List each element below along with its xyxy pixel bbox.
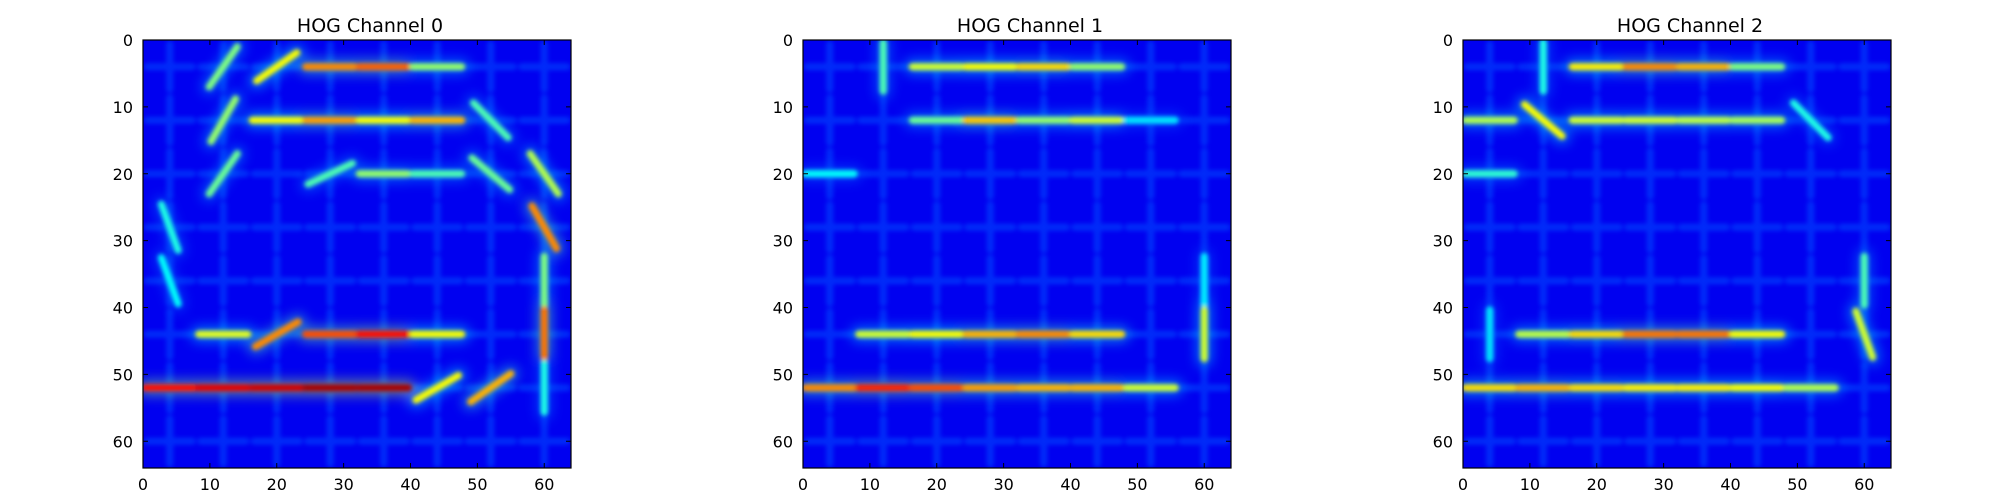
y-tick-label: 60	[773, 432, 793, 451]
x-tick-label: 40	[400, 475, 420, 494]
hog-gradient-stroke	[157, 254, 182, 308]
axes-frame	[142, 39, 572, 469]
hog-chart-channel-2: HOG Channel 2 0 10 20 30 40 50 60 0 10 20 30 40 50 60	[1433, 15, 1892, 494]
x-tick-label: 0	[1458, 475, 1468, 494]
heatmap-background	[143, 40, 571, 468]
y-tick-label: 60	[113, 432, 133, 451]
hog-gradient-stroke	[1520, 100, 1566, 140]
x-tick-label: 50	[467, 475, 487, 494]
chart-title: HOG Channel 0	[297, 15, 443, 37]
x-tick-label: 50	[1127, 475, 1147, 494]
y-tick-label: 20	[1433, 165, 1453, 184]
y-tick-label: 10	[113, 98, 133, 117]
y-tick-label: 10	[773, 98, 793, 117]
axes-frame	[802, 39, 1232, 469]
x-tick-label: 30	[333, 475, 353, 494]
x-tick-label: 10	[1520, 475, 1540, 494]
x-tick-label: 40	[1060, 475, 1080, 494]
y-tick-label: 30	[1433, 232, 1453, 251]
x-tick-label: 60	[1854, 475, 1874, 494]
y-tick-label: 50	[1433, 365, 1453, 384]
y-tick-label: 0	[783, 31, 793, 50]
y-tick-label: 20	[113, 165, 133, 184]
hog-gradient-stroke	[1789, 99, 1832, 142]
hog-gradient-stroke	[205, 43, 241, 91]
y-tick-label: 60	[1433, 432, 1453, 451]
y-tick-label: 10	[1433, 98, 1453, 117]
heatmap-plot-area	[1463, 40, 1891, 468]
y-tick-label: 40	[773, 299, 793, 318]
x-tick-label: 60	[534, 475, 554, 494]
x-tick-label: 20	[1587, 475, 1607, 494]
x-tick-label: 60	[1194, 475, 1214, 494]
heatmap-background	[803, 40, 1231, 468]
chart-title: HOG Channel 1	[957, 15, 1103, 37]
axes-frame	[1462, 39, 1892, 469]
y-tick-label: 50	[773, 365, 793, 384]
y-tick-label: 40	[113, 299, 133, 318]
hog-gradient-stroke	[526, 150, 562, 198]
x-tick-label: 10	[200, 475, 220, 494]
x-tick-label: 0	[138, 475, 148, 494]
y-tick-label: 30	[113, 232, 133, 251]
hog-panel-channel-0: HOG Channel 0 0 10 20 30 40 50 60 0 10 20 30 40 50 60	[60, 0, 580, 500]
hog-gradient-stroke	[1852, 307, 1877, 361]
x-tick-label: 30	[1653, 475, 1673, 494]
hog-gradient-stroke	[412, 371, 463, 404]
hog-gradient-stroke	[207, 95, 240, 146]
x-tick-label: 50	[1787, 475, 1807, 494]
hog-gradient-stroke	[205, 150, 241, 198]
x-tick-label: 0	[798, 475, 808, 494]
hog-chart-channel-1: HOG Channel 1 0 10 20 30 40 50 60 0 10 20 30 40 50 60	[773, 15, 1232, 494]
hog-panel-channel-1: HOG Channel 1 0 10 20 30 40 50 60 0 10 20 30 40 50 60	[720, 0, 1240, 500]
y-tick-label: 50	[113, 365, 133, 384]
hog-panel-channel-2: HOG Channel 2 0 10 20 30 40 50 60 0 10 20 30 40 50 60	[1380, 0, 1900, 500]
y-tick-label: 30	[773, 232, 793, 251]
x-tick-label: 20	[267, 475, 287, 494]
x-tick-label: 40	[1720, 475, 1740, 494]
y-tick-label: 20	[773, 165, 793, 184]
y-tick-label: 0	[123, 31, 133, 50]
hog-gradient-stroke	[467, 370, 515, 406]
hog-gradient-stroke	[304, 159, 357, 188]
hog-gradient-stroke	[469, 99, 512, 142]
hog-gradient-stroke	[251, 318, 302, 351]
hog-gradient-stroke	[468, 154, 514, 194]
x-tick-label: 10	[860, 475, 880, 494]
hog-gradient-stroke	[528, 202, 561, 253]
chart-title: HOG Channel 2	[1617, 15, 1763, 37]
x-tick-label: 30	[993, 475, 1013, 494]
y-tick-label: 0	[1443, 31, 1453, 50]
hog-gradient-stroke	[253, 49, 301, 85]
y-tick-label: 40	[1433, 299, 1453, 318]
x-tick-label: 20	[927, 475, 947, 494]
heatmap-plot-area	[143, 40, 571, 468]
hog-gradient-stroke	[157, 200, 182, 254]
hog-chart-channel-0: HOG Channel 0 0 10 20 30 40 50 60 0 10 20 30 40 50 60	[113, 15, 572, 494]
heatmap-plot-area	[803, 40, 1231, 468]
